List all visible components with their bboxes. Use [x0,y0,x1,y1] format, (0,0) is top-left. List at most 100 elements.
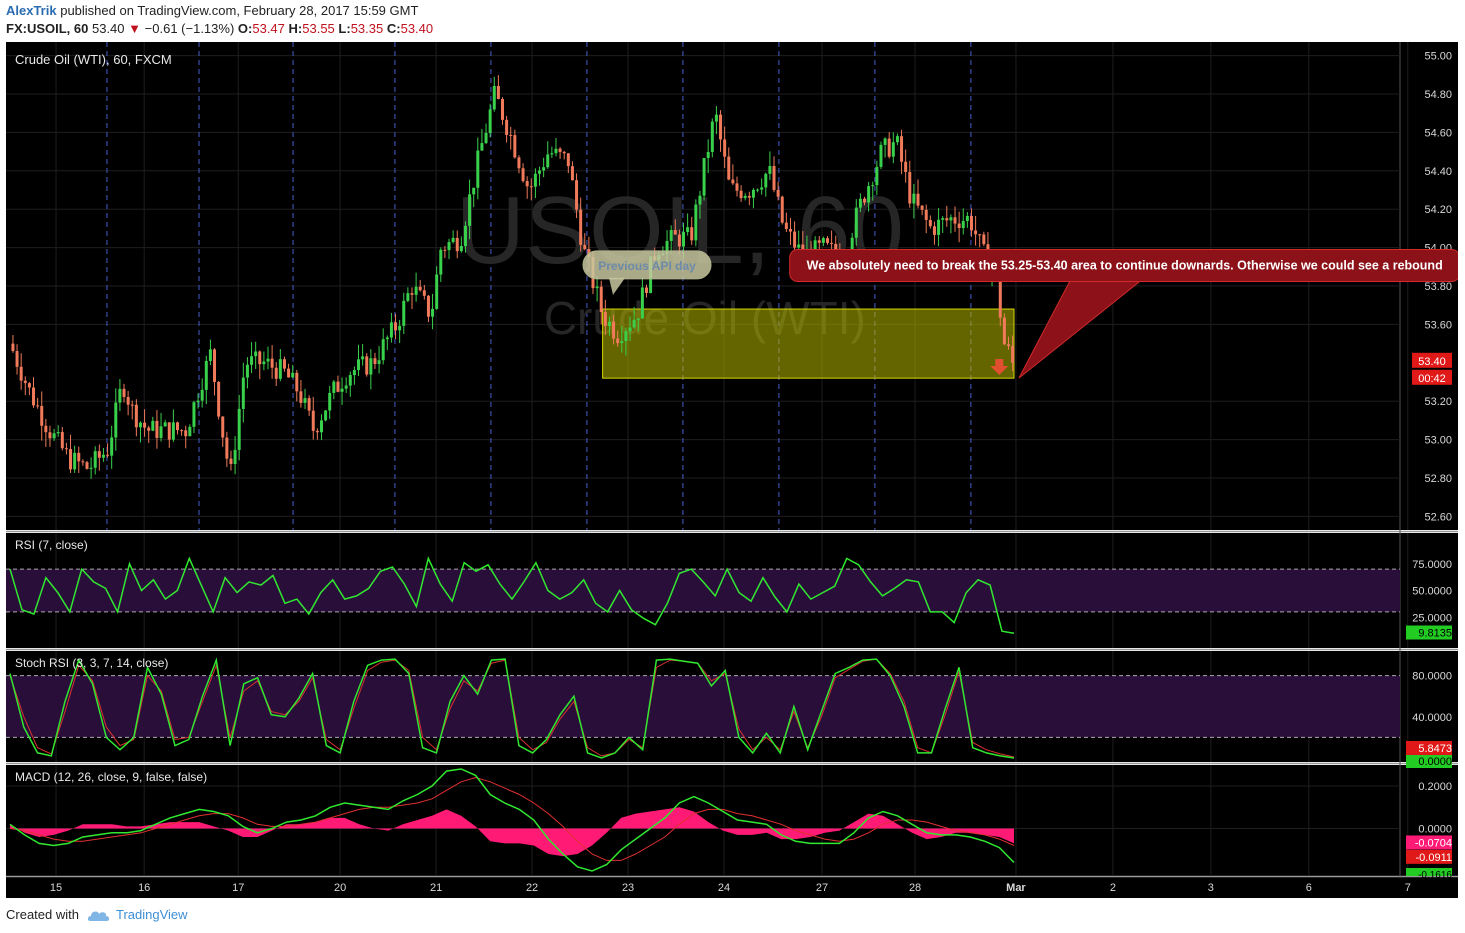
candle-body [468,194,472,226]
candle-body [891,142,895,157]
candle-body [143,422,147,428]
candle-body [924,209,928,220]
candle-body [484,132,488,144]
candle-body [505,119,509,135]
candle-body [871,185,875,187]
candle-body [15,351,19,367]
candle-body [171,422,175,440]
price-tick-label: 53.60 [1424,319,1452,331]
candle-body [879,144,883,167]
price-tick-label: 55.00 [1424,51,1452,63]
stoch-title: Stoch RSI (3, 3, 7, 14, close) [15,656,168,670]
candle-body [974,230,978,235]
candle-body [714,114,718,122]
price-scale-bg [1400,42,1458,530]
candle-body [686,227,690,233]
candle-body [406,293,410,301]
candle-body [217,381,221,417]
candle-body [978,234,982,236]
candle-body [895,136,899,143]
candle-body [710,121,714,153]
candle-body [36,405,40,407]
candle-body [764,173,768,188]
time-axis-label: Mar [1006,882,1026,894]
candle-body [11,343,15,352]
candle-body [208,349,212,361]
candle-body [97,451,101,458]
macd-signal-line [9,776,1015,861]
candle-body [756,189,760,191]
rsi-line [9,556,1015,635]
candle-body [747,195,751,198]
candle-body [138,422,142,428]
down-arrow-icon [990,358,1009,375]
time-axis-label: 22 [526,882,538,894]
candle-body [52,433,56,439]
candle-body [916,193,920,206]
time-axis-label: 17 [232,882,244,894]
rsi-last-box [1406,625,1452,640]
candle-body [377,360,381,364]
candle-body [184,430,188,437]
candle-body [439,249,443,275]
candle-body [192,402,196,427]
candle-body [147,427,151,431]
macd-histogram [10,807,1014,857]
candle-body [204,360,208,390]
candle-body [817,240,821,243]
candle-body [772,166,776,190]
candle-body [488,109,492,133]
candle-body [258,351,262,365]
candle-body [682,232,686,247]
candle-body [731,179,735,184]
candle-body [459,245,463,252]
last-price: 53.40 [91,21,125,36]
candle-body [932,226,936,235]
stoch-k-last-label: 5.8473 [1418,743,1452,755]
candle-body [644,287,648,293]
candle-body [180,430,184,432]
candle-body [19,366,23,381]
open-label: O: [237,21,253,36]
previous-api-bubble [582,250,712,280]
candle-body [867,186,871,203]
tradingview-link[interactable]: TradingView [87,907,188,922]
macd-hist-last-label: -0.0704 [1415,837,1452,849]
candle-body [492,85,496,110]
candle-body [348,375,352,386]
candle-body [344,385,348,389]
candle-body [875,166,879,186]
countdown-label: 00:42 [1418,373,1446,385]
candle-body [385,337,389,340]
macd-last-label: -0.0911 [1416,852,1453,864]
candle-body [233,449,237,465]
candle-body [719,114,723,140]
candle-body [739,190,743,199]
candle-body [266,358,270,362]
chart-area[interactable]: 55.0054.8054.6054.4054.2054.0053.8053.60… [6,42,1458,898]
candle-body [825,238,829,243]
candle-body [73,452,77,470]
candle-body [151,420,155,431]
candle-body [912,193,916,204]
price-tick-label: 54.60 [1424,127,1452,139]
candle-body [274,367,278,379]
candle-body [640,287,644,319]
candle-body [422,290,426,296]
candle-body [788,228,792,232]
candle-body [389,322,393,338]
candle-body [188,426,192,437]
candle-body [904,161,908,173]
stoch-k-line [9,657,1015,759]
candle-body [965,215,969,222]
price-tick-label: 53.00 [1424,435,1452,447]
candle-body [315,430,319,433]
candle-body [85,462,89,469]
price-tick-label: 54.80 [1424,89,1452,101]
candle-body [27,383,31,388]
chart-title: Crude Oil (WTI), 60, FXCM [15,52,172,67]
author-link[interactable]: AlexTrik [6,3,57,18]
candle-body [937,219,941,235]
candle-body [957,223,961,229]
candle-body [381,339,385,361]
